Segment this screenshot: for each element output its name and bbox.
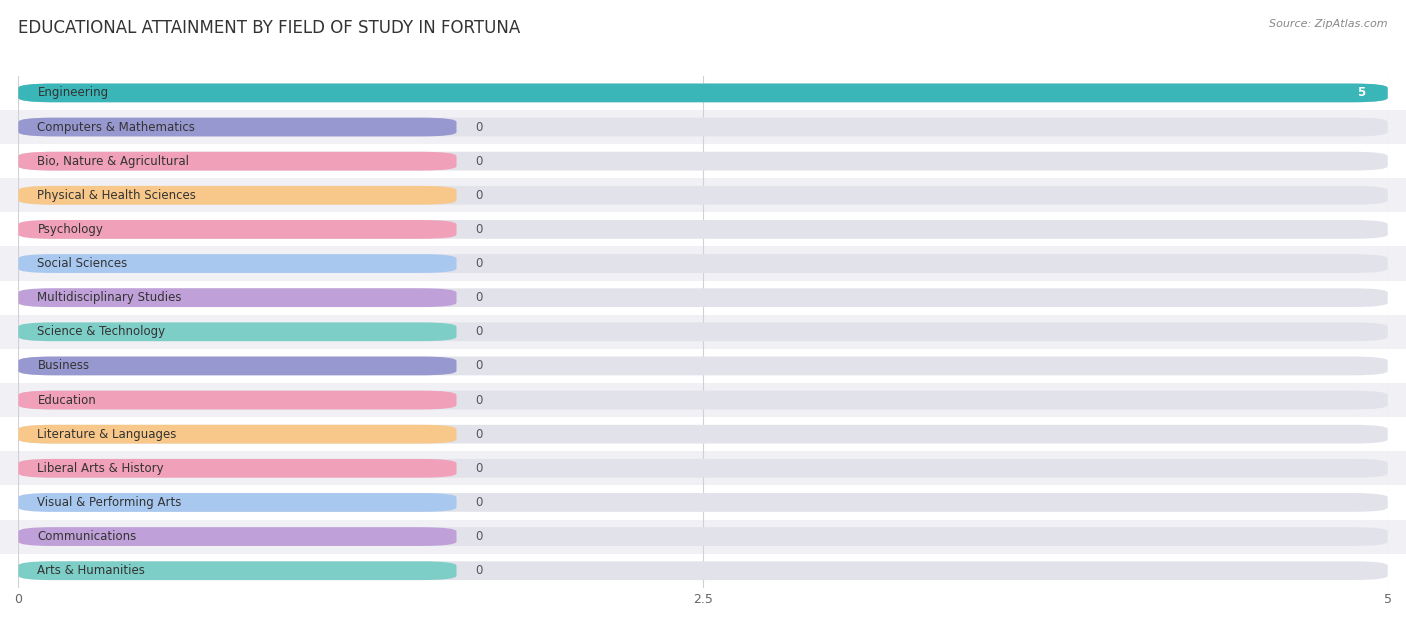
- FancyBboxPatch shape: [18, 254, 457, 273]
- Text: Engineering: Engineering: [38, 87, 108, 99]
- Text: 0: 0: [475, 428, 484, 441]
- FancyBboxPatch shape: [18, 322, 1388, 341]
- Bar: [0, 554, 1406, 588]
- Bar: [0, 212, 1406, 246]
- FancyBboxPatch shape: [18, 152, 1388, 171]
- FancyBboxPatch shape: [18, 493, 1388, 512]
- Bar: [0, 281, 1406, 315]
- Text: EDUCATIONAL ATTAINMENT BY FIELD OF STUDY IN FORTUNA: EDUCATIONAL ATTAINMENT BY FIELD OF STUDY…: [18, 19, 520, 37]
- Text: Communications: Communications: [38, 530, 136, 543]
- Text: Literature & Languages: Literature & Languages: [38, 428, 177, 441]
- Text: Source: ZipAtlas.com: Source: ZipAtlas.com: [1270, 19, 1388, 29]
- FancyBboxPatch shape: [18, 186, 1388, 205]
- Bar: [0, 520, 1406, 554]
- FancyBboxPatch shape: [18, 527, 1388, 546]
- FancyBboxPatch shape: [18, 561, 1388, 580]
- Bar: [0, 417, 1406, 451]
- Text: Computers & Mathematics: Computers & Mathematics: [38, 121, 195, 133]
- Text: Social Sciences: Social Sciences: [38, 257, 128, 270]
- Text: 0: 0: [475, 121, 484, 133]
- Text: Science & Technology: Science & Technology: [38, 325, 166, 338]
- Bar: [0, 76, 1406, 110]
- Text: Psychology: Psychology: [38, 223, 103, 236]
- FancyBboxPatch shape: [18, 322, 457, 341]
- Bar: [0, 315, 1406, 349]
- Bar: [0, 451, 1406, 485]
- FancyBboxPatch shape: [18, 425, 457, 444]
- FancyBboxPatch shape: [18, 391, 457, 410]
- FancyBboxPatch shape: [18, 83, 1388, 102]
- Bar: [0, 144, 1406, 178]
- Bar: [0, 246, 1406, 281]
- FancyBboxPatch shape: [18, 288, 1388, 307]
- Bar: [0, 485, 1406, 520]
- Text: Liberal Arts & History: Liberal Arts & History: [38, 462, 165, 475]
- Text: Visual & Performing Arts: Visual & Performing Arts: [38, 496, 181, 509]
- FancyBboxPatch shape: [18, 459, 1388, 478]
- Text: 0: 0: [475, 462, 484, 475]
- Text: Multidisciplinary Studies: Multidisciplinary Studies: [38, 291, 181, 304]
- Text: 0: 0: [475, 189, 484, 202]
- FancyBboxPatch shape: [18, 493, 457, 512]
- FancyBboxPatch shape: [18, 288, 457, 307]
- FancyBboxPatch shape: [18, 118, 457, 137]
- Text: Education: Education: [38, 394, 96, 406]
- FancyBboxPatch shape: [18, 220, 1388, 239]
- Text: 0: 0: [475, 257, 484, 270]
- Text: Physical & Health Sciences: Physical & Health Sciences: [38, 189, 197, 202]
- FancyBboxPatch shape: [18, 118, 1388, 137]
- Text: 0: 0: [475, 394, 484, 406]
- FancyBboxPatch shape: [18, 459, 457, 478]
- Bar: [0, 110, 1406, 144]
- Text: 0: 0: [475, 325, 484, 338]
- FancyBboxPatch shape: [18, 561, 457, 580]
- FancyBboxPatch shape: [18, 254, 1388, 273]
- Text: 5: 5: [1358, 87, 1365, 99]
- Text: 0: 0: [475, 530, 484, 543]
- FancyBboxPatch shape: [18, 356, 1388, 375]
- Bar: [0, 383, 1406, 417]
- FancyBboxPatch shape: [18, 425, 1388, 444]
- Text: 0: 0: [475, 155, 484, 167]
- Bar: [0, 178, 1406, 212]
- Text: Arts & Humanities: Arts & Humanities: [38, 564, 145, 577]
- FancyBboxPatch shape: [18, 83, 1388, 102]
- Text: 0: 0: [475, 496, 484, 509]
- Text: 0: 0: [475, 223, 484, 236]
- Text: 0: 0: [475, 564, 484, 577]
- FancyBboxPatch shape: [18, 152, 457, 171]
- FancyBboxPatch shape: [18, 527, 457, 546]
- FancyBboxPatch shape: [18, 391, 1388, 410]
- FancyBboxPatch shape: [18, 186, 457, 205]
- Text: Business: Business: [38, 360, 90, 372]
- Text: 0: 0: [475, 360, 484, 372]
- Text: 0: 0: [475, 291, 484, 304]
- FancyBboxPatch shape: [18, 356, 457, 375]
- Bar: [0, 349, 1406, 383]
- Text: Bio, Nature & Agricultural: Bio, Nature & Agricultural: [38, 155, 190, 167]
- FancyBboxPatch shape: [18, 220, 457, 239]
